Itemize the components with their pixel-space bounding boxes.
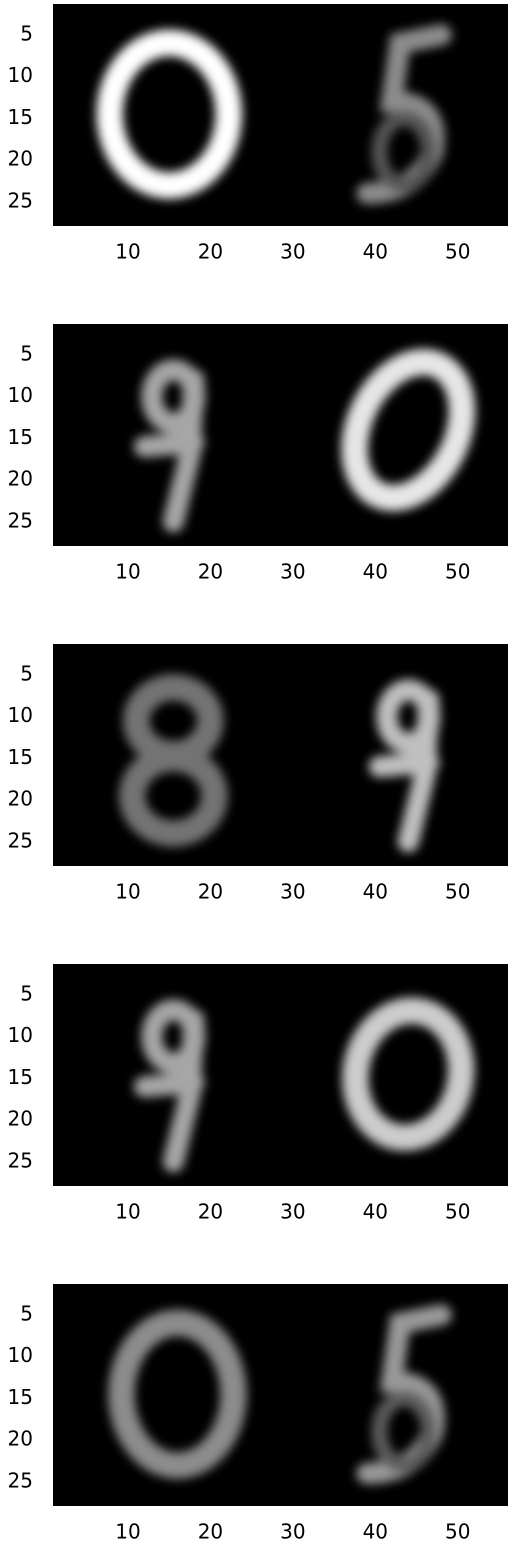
x-tick-label: 10: [115, 880, 140, 904]
digit-stroke: [368, 689, 440, 853]
y-tick-label: 10: [8, 703, 33, 727]
digit-stroke: [118, 745, 228, 847]
digit-layer: [133, 348, 476, 533]
x-tick-label: 40: [363, 1520, 388, 1544]
image-panel: 5 10 15 20 25 10 20 30 40 50: [8, 964, 508, 1224]
y-tick-label: 15: [8, 105, 33, 129]
digit-stroke: [342, 997, 475, 1151]
x-tick-label: 10: [115, 240, 140, 264]
y-tick-label: 25: [8, 188, 33, 212]
x-tick-label: 50: [445, 1520, 470, 1544]
image-panel: 5 10 15 20 25 10 20 30 40 50: [8, 644, 508, 904]
x-tick-label: 10: [115, 560, 140, 584]
y-tick-label: 10: [8, 1023, 33, 1047]
y-tick-label: 25: [8, 828, 33, 852]
image-background: [53, 964, 508, 1186]
image-panel: 5 10 15 20 25 10 20 30 40 50: [8, 324, 508, 584]
x-tick-label: 50: [445, 240, 470, 264]
x-tick-label: 30: [280, 1200, 305, 1224]
digit-stroke: [371, 110, 437, 194]
y-tick-label: 5: [20, 661, 33, 685]
y-tick-label: 5: [20, 981, 33, 1005]
y-tick-label: 15: [8, 745, 33, 769]
digit-stroke: [371, 1390, 437, 1474]
x-tick-label: 30: [280, 1520, 305, 1544]
y-tick-label: 5: [20, 21, 33, 45]
x-tick-label: 50: [445, 880, 470, 904]
y-tick-label: 25: [8, 508, 33, 532]
x-tick-label: 20: [198, 880, 223, 904]
y-tick-label: 15: [8, 1065, 33, 1089]
x-tick-label: 30: [280, 240, 305, 264]
x-tick-label: 30: [280, 560, 305, 584]
x-tick-label: 40: [363, 240, 388, 264]
digit-stroke: [133, 369, 205, 533]
x-tick-label: 40: [363, 1200, 388, 1224]
x-tick-label: 40: [363, 880, 388, 904]
y-tick-label: 10: [8, 63, 33, 87]
y-tick-label: 25: [8, 1468, 33, 1492]
digit-layer: [118, 674, 441, 853]
x-tick-label: 50: [445, 1200, 470, 1224]
x-tick-label: 20: [198, 560, 223, 584]
x-tick-label: 30: [280, 880, 305, 904]
x-tick-label: 10: [115, 1520, 140, 1544]
x-tick-label: 20: [198, 1520, 223, 1544]
y-tick-label: 5: [20, 1301, 33, 1325]
x-tick-label: 20: [198, 240, 223, 264]
digit-stroke: [133, 1009, 205, 1173]
digit-stroke: [108, 1309, 247, 1479]
x-tick-label: 20: [198, 1200, 223, 1224]
y-tick-label: 20: [8, 1427, 33, 1451]
digit-stroke: [96, 29, 242, 199]
digit-layer: [133, 997, 475, 1173]
x-tick-label: 40: [363, 560, 388, 584]
image-panel: 5 10 15 20 25 10 20 30 40 50: [8, 4, 508, 264]
y-tick-label: 25: [8, 1148, 33, 1172]
x-tick-label: 10: [115, 1200, 140, 1224]
digit-layer: [96, 24, 452, 205]
y-tick-label: 5: [20, 341, 33, 365]
x-tick-label: 50: [445, 560, 470, 584]
y-tick-label: 10: [8, 383, 33, 407]
image-background: [53, 644, 508, 866]
y-tick-label: 20: [8, 147, 33, 171]
y-tick-label: 15: [8, 425, 33, 449]
y-tick-label: 10: [8, 1343, 33, 1367]
y-tick-label: 20: [8, 467, 33, 491]
digit-stroke: [341, 348, 476, 512]
y-tick-label: 20: [8, 787, 33, 811]
image-panel: 5 10 15 20 25 10 20 30 40 50: [8, 1284, 508, 1544]
digit-layer: [108, 1304, 452, 1485]
y-tick-label: 15: [8, 1385, 33, 1409]
y-tick-label: 20: [8, 1107, 33, 1131]
